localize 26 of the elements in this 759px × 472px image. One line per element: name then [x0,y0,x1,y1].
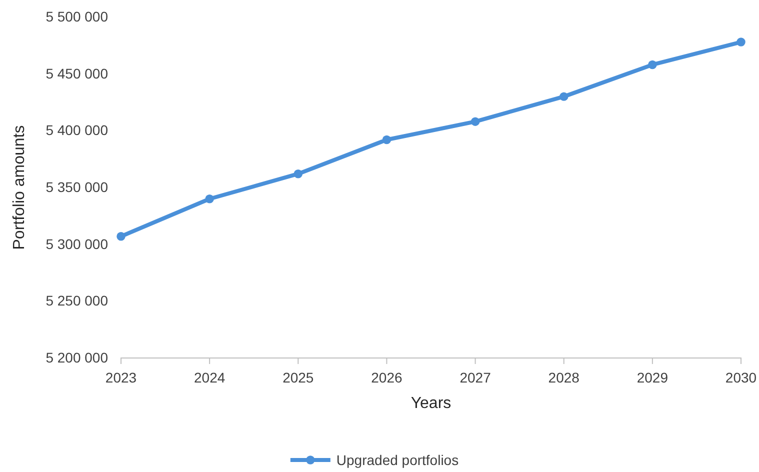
x-tick-label: 2026 [371,369,402,386]
point [116,232,126,241]
y-tick-label: 5 300 000 [46,236,108,252]
x-tick-label: 2027 [460,369,492,386]
x-tick-label: 2028 [548,369,580,386]
point [736,38,746,46]
y-tick-label: 5 200 000 [46,349,108,366]
y-tick-label: 5 350 000 [46,178,108,195]
x-tick-label: 2029 [636,369,668,386]
point [470,117,480,126]
y-axis-title: Portfolio amounts [11,125,28,250]
x-tick-label: 2023 [105,369,137,386]
y-tick-label: 5 450 000 [46,65,108,82]
x-axis-title: Years [410,395,452,412]
x-tick-label: 2025 [282,369,314,386]
y-tick-label: 5 400 000 [46,122,108,138]
y-tick-label: 5 500 000 [46,8,108,24]
point [559,92,568,101]
point [648,60,657,70]
y-tick-label: 5 250 000 [46,292,108,309]
x-tick-label: 2024 [194,369,226,386]
point [382,135,392,144]
point [294,170,303,178]
legend-label: Upgraded portfolios [336,452,459,468]
x-tick-label: 2030 [725,369,757,386]
point [205,194,214,204]
